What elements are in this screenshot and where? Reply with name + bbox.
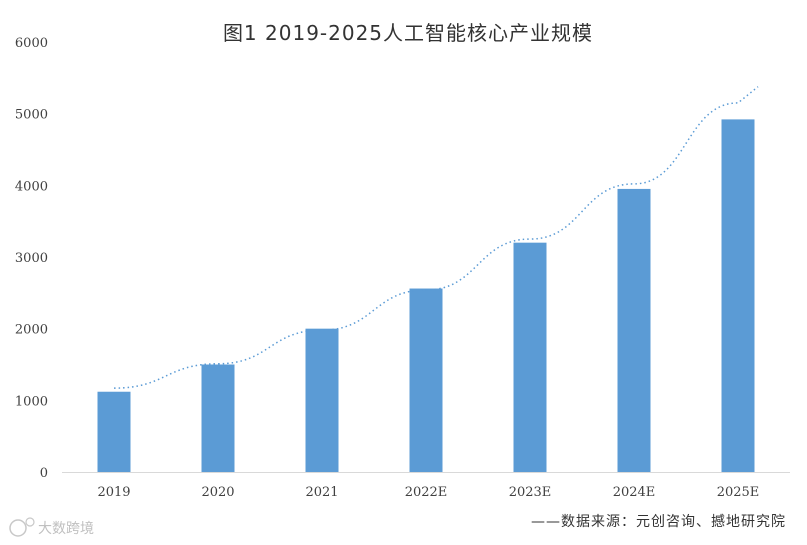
y-tick-label: 4000 — [15, 179, 48, 194]
watermark-logo-icon — [9, 517, 35, 537]
x-tick-label: 2023E — [509, 485, 552, 500]
bars — [97, 119, 755, 473]
bar-2024e — [617, 188, 651, 472]
bar-2023e — [513, 242, 547, 472]
bar-2022e — [409, 288, 443, 472]
bar-2020 — [201, 364, 235, 472]
x-tick-label: 2022E — [405, 485, 448, 500]
trendline — [113, 86, 759, 389]
watermark-text: 大数跨境 — [38, 521, 94, 537]
y-tick-label: 3000 — [15, 251, 48, 266]
bar-2021 — [305, 328, 339, 472]
x-tick-label: 2021 — [305, 485, 338, 500]
y-tick-label: 2000 — [15, 323, 48, 338]
y-tick-label: 5000 — [15, 108, 48, 123]
x-axis: 2019 2020 2021 2022E 2023E 2024E 2025E — [97, 485, 759, 500]
bar-2019 — [97, 391, 131, 472]
x-tick-label: 2019 — [97, 485, 130, 500]
x-tick-label: 2020 — [201, 485, 234, 500]
watermark: 大数跨境 — [9, 517, 94, 537]
x-tick-label: 2025E — [717, 485, 760, 500]
source-note: ——数据来源：元创咨询、撼地研究院 — [531, 514, 786, 530]
y-tick-label: 1000 — [15, 394, 48, 409]
x-tick-label: 2024E — [613, 485, 656, 500]
y-tick-label: 6000 — [15, 36, 48, 51]
chart-title: 图1 2019-2025人工智能核心产业规模 — [223, 21, 593, 45]
y-axis: 0 1000 2000 3000 4000 5000 6000 — [15, 36, 48, 481]
bar-2025e — [721, 119, 755, 473]
y-tick-label: 0 — [40, 466, 48, 481]
